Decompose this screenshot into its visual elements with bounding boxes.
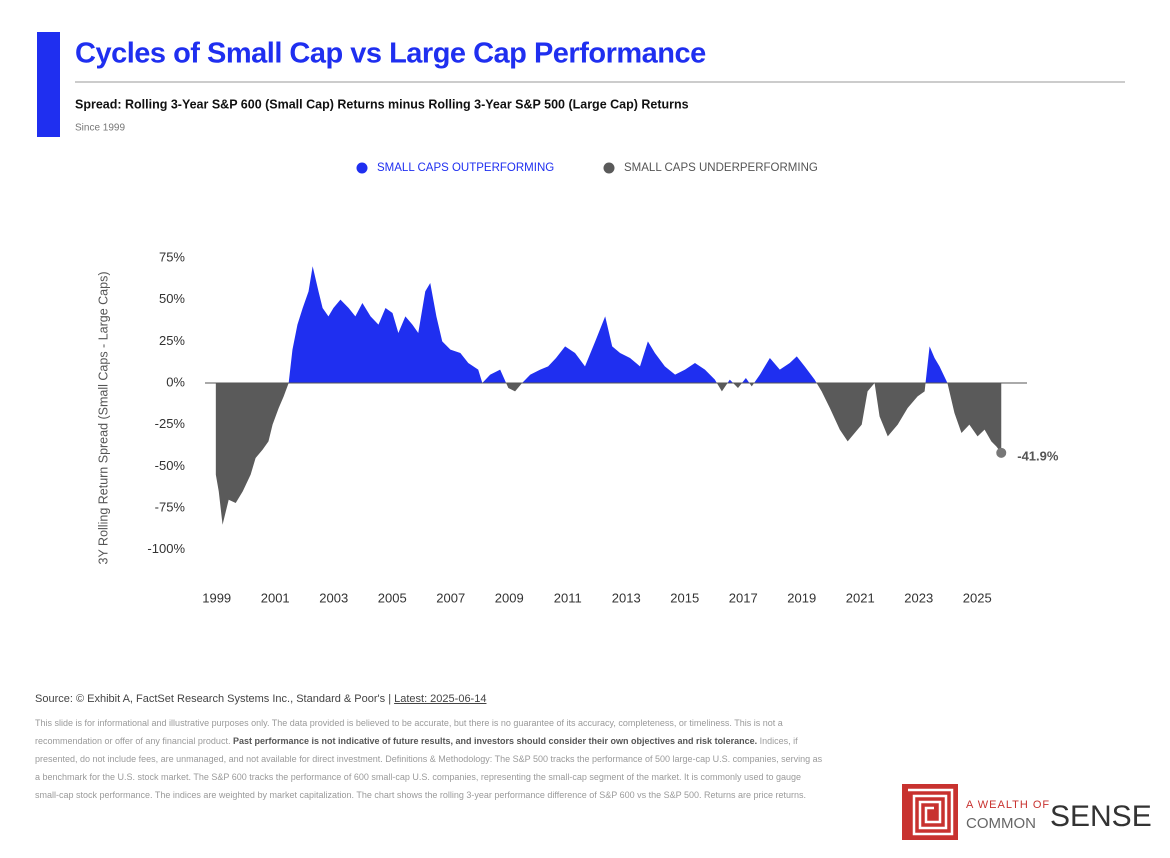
x-tick-label: 2007 [436, 590, 465, 605]
source: Source: © Exhibit A, FactSet Research Sy… [35, 693, 486, 705]
x-tick-label: 2021 [846, 590, 875, 605]
source-text: Source: © Exhibit A, FactSet Research Sy… [35, 693, 395, 705]
accent-bar [37, 32, 60, 137]
x-tick-label: 2005 [378, 590, 407, 605]
disclaimer-part: Past performance is not indicative of fu… [232, 736, 758, 746]
y-tick-label: 75% [159, 249, 185, 264]
x-tick-label: 2015 [670, 590, 699, 605]
legend-label: SMALL CAPS OUTPERFORMING [377, 162, 554, 174]
logo: A WEALTH OF COMMON SENSE [902, 784, 1152, 840]
end-label: -41.9% [1017, 448, 1059, 463]
chart-title: Cycles of Small Cap vs Large Cap Perform… [75, 38, 706, 70]
logo-sense: SENSE [1050, 800, 1152, 833]
spread-area [215, 266, 1002, 525]
y-tick-label: 50% [159, 291, 185, 306]
end-point [996, 447, 1007, 458]
y-tick-label: -25% [155, 416, 186, 431]
y-tick-label: -100% [147, 541, 185, 556]
disclaimer-part: This slide is for informational and illu… [35, 718, 786, 746]
legend-swatch [356, 162, 368, 174]
legend-label: SMALL CAPS UNDERPERFORMING [624, 162, 818, 174]
x-tick-label: 2019 [787, 590, 816, 605]
x-tick-label: 1999 [202, 590, 231, 605]
logo-maze [908, 788, 954, 836]
legend-swatch [603, 162, 615, 174]
x-tick-label: 2001 [261, 590, 290, 605]
disclaimer-part: Indices, if presented, do not include fe… [35, 736, 825, 800]
disclaimer: This slide is for informational and illu… [35, 714, 825, 804]
subtitle: Spread: Rolling 3-Year S&P 600 (Small Ca… [75, 97, 689, 111]
latest-date: Latest: 2025-06-14 [394, 693, 487, 705]
y-axis-label: 3Y Rolling Return Spread (Small Caps - L… [96, 272, 110, 565]
x-tick-label: 2011 [554, 590, 582, 605]
y-tick-label: -75% [155, 499, 186, 514]
chart: Cycles of Small Cap vs Large Cap Perform… [37, 32, 1125, 605]
x-tick-label: 2025 [963, 590, 992, 605]
x-tick-label: 2009 [495, 590, 524, 605]
logo-top: A WEALTH OF [966, 799, 1050, 811]
x-tick-label: 2023 [904, 590, 933, 605]
x-tick-label: 2013 [612, 590, 641, 605]
logo-common: COMMON [966, 815, 1036, 832]
logo-icon [902, 784, 958, 840]
x-tick-label: 2003 [319, 590, 348, 605]
y-tick-label: 25% [159, 333, 185, 348]
note: Since 1999 [75, 123, 125, 134]
y-tick-label: 0% [166, 374, 185, 389]
y-tick-label: -50% [155, 458, 186, 473]
x-tick-label: 2017 [729, 590, 758, 605]
